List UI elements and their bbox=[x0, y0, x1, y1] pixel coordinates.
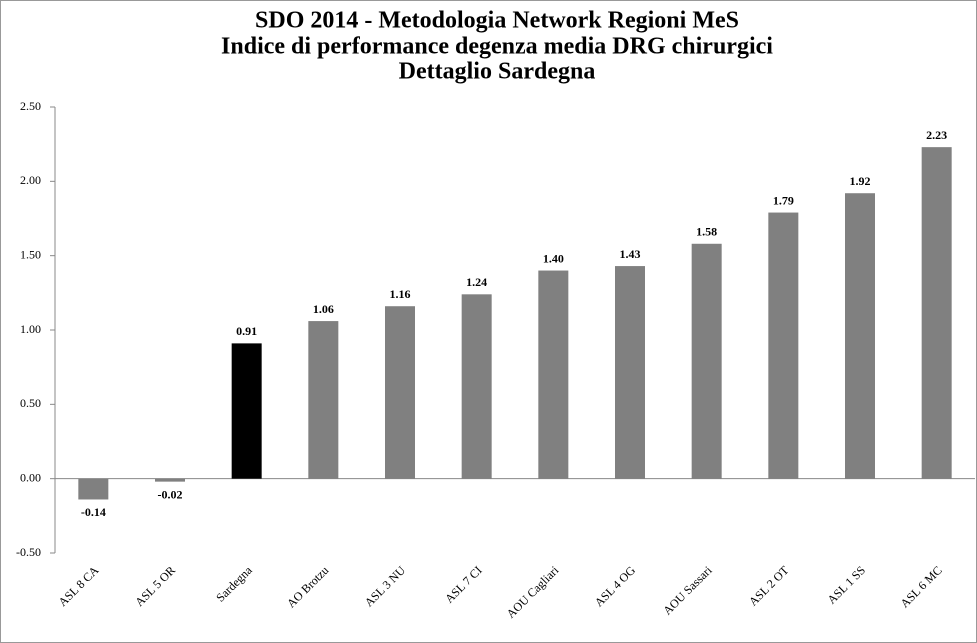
bar bbox=[768, 212, 799, 479]
data-label: 1.24 bbox=[466, 275, 487, 289]
chart-title: Dettaglio Sardegna bbox=[399, 59, 596, 85]
data-label: -0.02 bbox=[158, 487, 183, 501]
data-label: 1.16 bbox=[390, 287, 411, 301]
y-tick-label: 1.00 bbox=[20, 322, 41, 336]
bar bbox=[78, 478, 109, 500]
data-label: 1.06 bbox=[313, 302, 334, 316]
data-label: 1.92 bbox=[850, 174, 871, 188]
y-tick-label: 0.00 bbox=[20, 470, 41, 484]
y-tick-label: 0.50 bbox=[20, 396, 41, 410]
chart-title: Indice di performance degenza media DRG … bbox=[221, 34, 773, 60]
bar bbox=[615, 266, 645, 479]
bar bbox=[155, 478, 185, 482]
y-tick-label: 2.50 bbox=[20, 99, 41, 113]
y-tick-label: -0.50 bbox=[16, 545, 41, 559]
bar bbox=[921, 147, 952, 479]
bar bbox=[845, 193, 875, 479]
data-label: 2.23 bbox=[926, 128, 947, 142]
bar bbox=[691, 243, 722, 479]
bar bbox=[385, 306, 415, 479]
y-tick-label: 2.00 bbox=[20, 173, 41, 187]
bar bbox=[538, 270, 569, 479]
bar bbox=[461, 294, 492, 479]
y-tick-label: 1.50 bbox=[20, 247, 41, 261]
bar bbox=[231, 343, 262, 479]
data-label: -0.14 bbox=[81, 505, 106, 519]
data-label: 1.43 bbox=[620, 247, 641, 261]
data-label: 1.79 bbox=[773, 193, 794, 207]
data-label: 1.40 bbox=[543, 251, 564, 265]
data-label: 1.58 bbox=[696, 225, 717, 239]
bar bbox=[308, 321, 339, 479]
data-label: 0.91 bbox=[236, 324, 257, 338]
chart-title: SDO 2014 - Metodologia Network Regioni M… bbox=[255, 8, 739, 34]
